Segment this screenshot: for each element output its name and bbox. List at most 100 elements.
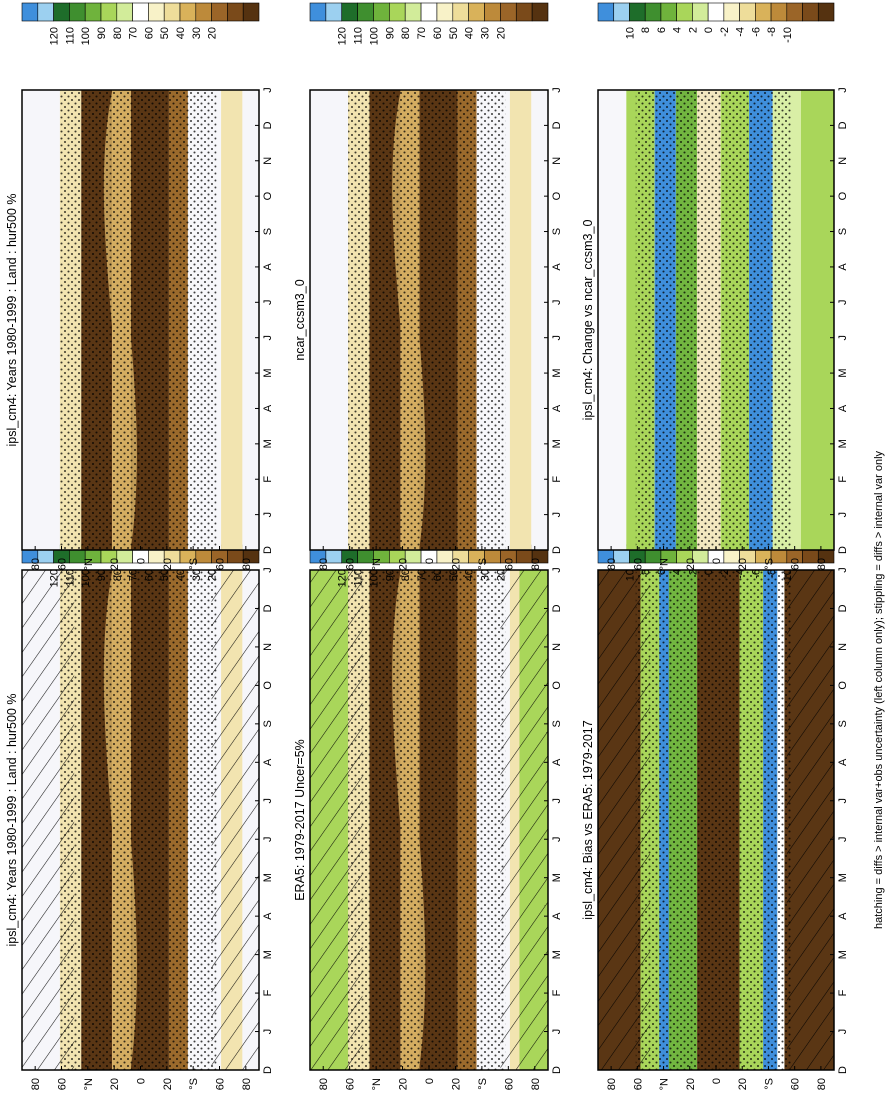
colorbar-label: 20	[495, 27, 507, 39]
colorbar-label: 40	[464, 569, 476, 581]
colorbar-swatch	[692, 2, 709, 22]
month-tick-label: N	[551, 157, 563, 165]
colorbar-label: 30	[191, 569, 203, 581]
lat-tick-label: 80	[30, 558, 42, 570]
month-tick-label: S	[262, 228, 274, 235]
colorbar-swatch	[325, 2, 343, 22]
colorbar-label: 90	[384, 27, 396, 39]
lat-tick-label: 60	[345, 1078, 357, 1090]
month-tick-label: A	[262, 912, 274, 920]
colorbar-swatch	[515, 2, 533, 22]
colorbar-swatch	[148, 2, 165, 22]
month-tick-label: D	[837, 1066, 849, 1074]
colorbar-label: 6	[656, 569, 668, 575]
colorbar-label: 80	[400, 27, 412, 39]
month-tick-label: J	[551, 567, 563, 573]
colorbar-swatch	[420, 2, 438, 22]
lat-tick-label: 20	[737, 558, 749, 570]
lat-tick-label: 60	[790, 1078, 802, 1090]
lat-tick-label: °S	[477, 558, 489, 570]
colorbar: 120 110 100 90 80 70 60 50 40 30 20	[21, 2, 260, 45]
month-tick-label: N	[262, 157, 274, 165]
month-tick-label: J	[262, 1029, 274, 1035]
lat-tick-label: 80	[30, 1078, 42, 1090]
month-tick-label: A	[551, 263, 563, 271]
lat-tick-label: 20	[109, 558, 121, 570]
colorbar-label: 120	[49, 27, 61, 45]
colorbar-swatch	[242, 2, 260, 22]
month-tick-label: A	[837, 263, 849, 271]
month-tick-label: M	[262, 439, 274, 448]
month-tick-label: J	[837, 512, 849, 518]
panel-top-right: ipsl_cm4: Years 1980-1999 : Land : hur50…	[5, 2, 274, 570]
lat-tick-label: 80	[816, 1078, 828, 1090]
colorbar-label: -10	[782, 569, 794, 585]
colorbar-label: 60	[432, 569, 444, 581]
month-tick-label: O	[551, 191, 563, 200]
colorbar-label: -10	[782, 27, 794, 43]
panels-layer: ipsl_cm4: Years 1980-1999 : Land : hur50…	[5, 2, 849, 1090]
month-tick-label: J	[837, 335, 849, 341]
month-tick-label: J	[262, 798, 274, 804]
panel-title: ncar_ccsm3_0	[293, 279, 307, 360]
lat-tick-label: 0	[136, 558, 148, 564]
colorbar-label: 80	[400, 569, 412, 581]
panel-title: ipsl_cm4: Years 1980-1999 : Land : hur50…	[5, 194, 19, 447]
lat-tick-label: 80	[241, 1078, 253, 1090]
lat-tick-label: °N	[83, 1078, 95, 1090]
colorbar: 120 110 100 90 80 70 60 50 40 30 20	[309, 2, 549, 45]
colorbar-label: 110	[353, 569, 365, 587]
month-tick-label: N	[837, 157, 849, 165]
panel-field	[22, 90, 259, 550]
lat-tick-label: °S	[188, 558, 200, 570]
colorbar-label: 60	[143, 27, 155, 39]
lat-tick-label: 0	[424, 1078, 436, 1084]
month-tick-label: J	[837, 1029, 849, 1035]
panel-title: ipsl_cm4: Bias vs ERA5: 1979-2017	[581, 720, 595, 919]
colorbar-swatch	[500, 2, 517, 22]
colorbar-swatch	[309, 2, 327, 22]
month-tick-label: J	[551, 512, 563, 518]
colorbar-swatch	[373, 2, 390, 22]
lat-tick-label: 0	[711, 1078, 723, 1084]
colorbar-swatch	[676, 2, 693, 22]
panel-title: ipsl_cm4: Change vs ncar_ccsm3_0	[581, 220, 595, 421]
lat-tick-label: 60	[345, 558, 357, 570]
colorbar-swatch	[629, 2, 646, 22]
month-tick-label: M	[551, 439, 563, 448]
colorbar-label: 20	[207, 569, 219, 581]
month-tick-label: M	[551, 368, 563, 377]
colorbar-label: 120	[337, 27, 349, 45]
colorbar-label: 90	[96, 27, 108, 39]
month-tick-label: J	[262, 300, 274, 306]
colorbar-label: 10	[624, 27, 636, 39]
colorbar-swatch	[707, 2, 725, 22]
colorbar-swatch	[468, 2, 485, 22]
colorbar-swatch	[211, 2, 228, 22]
panel-field	[598, 90, 834, 550]
colorbar-label: 70	[416, 27, 428, 39]
month-tick-label: J	[837, 87, 849, 93]
month-tick-label: J	[551, 335, 563, 341]
panel-middle-left: ERA5: 1979-2017 Uncer=5% 80 60 °N 20 0 20 °S 60 8…	[293, 544, 563, 1090]
month-tick-label: O	[262, 681, 274, 690]
month-tick-label: D	[262, 121, 274, 129]
colorbar-label: -6	[750, 569, 762, 579]
month-tick-label: A	[262, 404, 274, 412]
colorbar-label: 30	[191, 27, 203, 39]
colorbar-label: 40	[464, 27, 476, 39]
month-tick-label: M	[262, 873, 274, 882]
colorbar-label: 70	[416, 569, 428, 581]
panel-field	[598, 570, 834, 1070]
colorbar-label: 50	[448, 569, 460, 581]
month-tick-label: S	[262, 720, 274, 727]
lat-tick-label: 80	[241, 558, 253, 570]
colorbar-swatch	[644, 2, 662, 22]
panel-field	[310, 90, 548, 550]
month-tick-label: D	[837, 604, 849, 612]
colorbar-label: 30	[480, 27, 492, 39]
lat-tick-label: °N	[371, 1078, 383, 1090]
month-tick-label: J	[262, 567, 274, 573]
lat-tick-label: 80	[530, 558, 542, 570]
lat-tick-label: 60	[632, 1078, 644, 1090]
